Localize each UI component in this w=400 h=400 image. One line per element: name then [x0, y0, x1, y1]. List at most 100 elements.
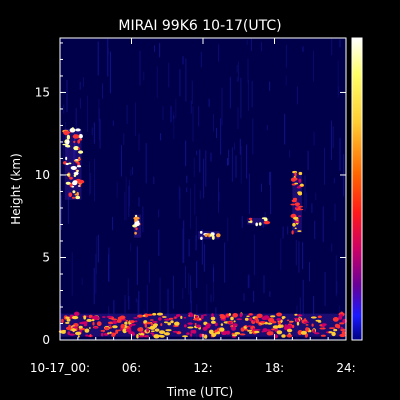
backscatter-point	[190, 333, 193, 337]
backscatter-point	[294, 172, 297, 177]
backscatter-point	[187, 326, 194, 329]
backscatter-point	[271, 321, 277, 324]
backscatter-point	[66, 318, 71, 322]
backscatter-point	[106, 315, 113, 318]
backscatter-point	[254, 317, 259, 321]
backscatter-point	[263, 315, 270, 320]
backscatter-point	[295, 206, 299, 209]
backscatter-point	[68, 333, 76, 336]
backscatter-point	[298, 215, 302, 217]
backscatter-point	[240, 327, 245, 332]
backscatter-point	[276, 330, 283, 335]
backscatter-point	[65, 181, 71, 185]
backscatter-point	[128, 331, 135, 335]
backscatter-point	[252, 319, 255, 322]
backscatter-point	[153, 334, 160, 339]
backscatter-point	[72, 180, 78, 184]
backscatter-point	[77, 185, 81, 187]
backscatter-point	[339, 322, 345, 325]
backscatter-point	[219, 327, 225, 332]
backscatter-point	[286, 328, 293, 333]
backscatter-point	[71, 196, 76, 199]
backscatter-point	[334, 323, 339, 328]
backscatter-point	[248, 217, 253, 221]
backscatter-point	[71, 185, 75, 188]
cloud-haze	[247, 217, 269, 225]
chart-title: MIRAI 99K6 10-17(UTC)	[118, 18, 281, 34]
backscatter-point	[125, 320, 129, 322]
cloud-feature	[198, 230, 221, 240]
backscatter-point	[111, 332, 117, 336]
x-tick-label: 24:	[336, 361, 355, 375]
backscatter-point	[150, 322, 154, 326]
backscatter-point	[83, 315, 87, 320]
backscatter-point	[73, 140, 76, 143]
backscatter-point	[294, 202, 300, 206]
backscatter-point	[203, 334, 208, 339]
backscatter-point	[203, 314, 207, 316]
backscatter-point	[184, 324, 187, 328]
backscatter-point	[183, 316, 187, 319]
backscatter-point	[142, 314, 146, 317]
backscatter-point	[211, 320, 216, 324]
backscatter-point	[244, 317, 249, 321]
backscatter-point	[146, 327, 149, 333]
backscatter-point	[214, 322, 218, 327]
backscatter-point	[83, 323, 88, 327]
backscatter-point	[329, 327, 336, 329]
backscatter-point	[292, 177, 298, 181]
backscatter-point	[72, 326, 78, 329]
backscatter-point	[66, 144, 71, 148]
backscatter-point	[299, 330, 302, 333]
backscatter-point	[152, 312, 157, 316]
backscatter-point	[154, 328, 160, 332]
backscatter-point	[167, 322, 171, 326]
backscatter-point	[68, 162, 72, 165]
plot-area	[60, 38, 346, 340]
backscatter-point	[249, 331, 253, 334]
y-axis-ticks: 0 5 10 15	[35, 42, 346, 347]
backscatter-point	[71, 315, 79, 320]
backscatter-point	[174, 317, 177, 319]
backscatter-point	[65, 321, 70, 324]
backscatter-point	[162, 316, 167, 318]
backscatter-point	[74, 324, 78, 327]
backscatter-point	[239, 313, 243, 318]
backscatter-point	[120, 323, 125, 329]
backscatter-point	[152, 324, 158, 328]
backscatter-point	[170, 320, 174, 324]
backscatter-point	[321, 323, 327, 326]
backscatter-point	[68, 192, 73, 197]
backscatter-point	[151, 321, 158, 323]
backscatter-point	[159, 330, 165, 334]
backscatter-point	[199, 230, 203, 234]
cloud-feature	[290, 170, 305, 235]
backscatter-point	[297, 230, 302, 233]
backscatter-features	[58, 127, 347, 339]
backscatter-point	[133, 216, 140, 220]
backscatter-point	[320, 334, 326, 337]
backscatter-point	[333, 328, 338, 332]
backscatter-point	[151, 330, 155, 333]
backscatter-point	[69, 176, 73, 180]
backscatter-point	[236, 318, 243, 321]
backscatter-point	[215, 332, 218, 335]
backscatter-point	[221, 330, 228, 335]
backscatter-point	[91, 319, 95, 322]
backscatter-point	[136, 334, 139, 339]
backscatter-point	[181, 335, 189, 338]
backscatter-point	[261, 330, 264, 333]
backscatter-point	[228, 321, 232, 324]
backscatter-point	[232, 323, 238, 327]
backscatter-point	[253, 330, 260, 334]
backscatter-point	[196, 317, 200, 321]
backscatter-point	[328, 331, 333, 334]
backscatter-point	[73, 146, 79, 151]
backscatter-point	[150, 332, 154, 335]
backscatter-point	[269, 331, 274, 336]
backscatter-point	[264, 321, 268, 325]
backscatter-point	[137, 314, 144, 318]
backscatter-point	[298, 178, 302, 183]
backscatter-point	[256, 313, 263, 318]
backscatter-point	[247, 329, 253, 332]
